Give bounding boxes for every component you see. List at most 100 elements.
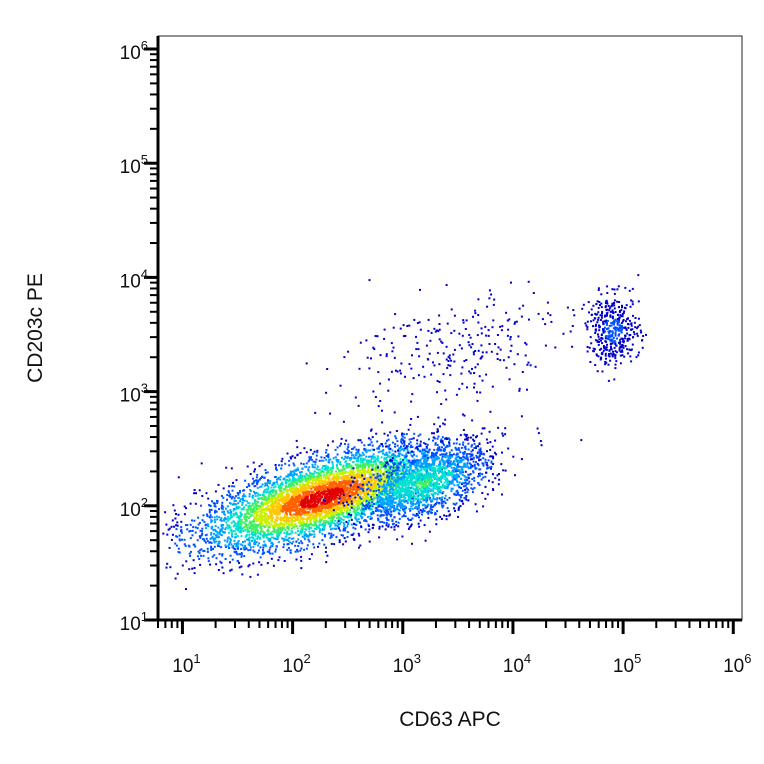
data-point bbox=[344, 471, 347, 473]
data-point bbox=[254, 468, 256, 471]
data-point bbox=[314, 493, 317, 496]
data-point bbox=[296, 517, 299, 520]
data-point bbox=[370, 428, 373, 431]
data-point bbox=[433, 437, 436, 440]
data-point bbox=[414, 492, 417, 495]
data-point bbox=[269, 533, 272, 536]
data-point bbox=[273, 502, 276, 505]
data-point bbox=[302, 489, 305, 492]
data-point bbox=[328, 503, 331, 506]
data-point bbox=[393, 480, 396, 483]
data-point bbox=[340, 521, 343, 523]
data-point bbox=[375, 469, 378, 472]
data-point bbox=[353, 472, 356, 475]
data-point bbox=[388, 444, 391, 447]
data-point bbox=[353, 507, 356, 510]
data-point bbox=[290, 484, 293, 487]
data-point bbox=[238, 531, 241, 534]
data-point bbox=[214, 521, 217, 524]
data-point bbox=[400, 439, 403, 442]
data-point bbox=[338, 513, 341, 516]
data-point bbox=[254, 517, 257, 520]
data-point bbox=[284, 478, 287, 481]
data-point bbox=[406, 445, 409, 448]
data-point bbox=[395, 459, 398, 462]
data-point bbox=[399, 447, 402, 450]
data-point bbox=[329, 519, 332, 522]
data-point bbox=[248, 543, 251, 546]
data-point bbox=[350, 482, 352, 485]
data-point bbox=[308, 533, 311, 535]
data-point bbox=[259, 506, 262, 509]
data-point bbox=[357, 460, 360, 463]
data-point bbox=[304, 528, 307, 531]
data-point bbox=[285, 475, 288, 478]
data-point bbox=[333, 493, 335, 496]
data-point bbox=[338, 495, 341, 498]
data-point bbox=[165, 566, 168, 569]
data-point bbox=[286, 452, 289, 455]
data-point bbox=[232, 520, 235, 523]
data-point bbox=[258, 523, 261, 526]
data-point bbox=[208, 510, 211, 513]
data-point bbox=[309, 485, 311, 487]
data-point bbox=[254, 533, 257, 535]
data-point bbox=[377, 497, 380, 500]
data-point bbox=[410, 418, 413, 420]
data-point bbox=[273, 493, 276, 496]
data-point bbox=[213, 516, 216, 519]
data-point bbox=[299, 477, 302, 480]
data-point bbox=[210, 546, 213, 549]
data-point bbox=[325, 511, 328, 514]
data-point bbox=[315, 497, 318, 500]
data-point bbox=[299, 479, 302, 482]
data-point bbox=[248, 493, 251, 495]
data-point bbox=[291, 520, 294, 523]
data-point bbox=[331, 463, 334, 466]
data-point bbox=[225, 518, 228, 521]
data-point bbox=[302, 482, 305, 485]
data-point bbox=[309, 534, 312, 537]
data-point bbox=[309, 498, 312, 501]
data-point bbox=[461, 471, 464, 474]
data-point bbox=[292, 540, 295, 543]
data-point bbox=[287, 503, 290, 506]
data-point bbox=[255, 527, 258, 530]
data-point bbox=[295, 468, 298, 471]
data-point bbox=[328, 469, 331, 472]
data-point bbox=[228, 524, 231, 527]
data-point bbox=[235, 551, 238, 554]
data-point bbox=[362, 492, 364, 494]
data-point bbox=[310, 493, 313, 496]
data-point bbox=[354, 515, 357, 518]
data-point bbox=[248, 505, 251, 507]
data-point bbox=[247, 517, 250, 519]
data-point bbox=[234, 527, 237, 530]
data-point bbox=[267, 508, 269, 511]
data-point bbox=[267, 538, 270, 541]
data-point bbox=[243, 499, 246, 502]
data-point bbox=[361, 451, 364, 454]
data-point bbox=[422, 453, 425, 456]
data-point bbox=[388, 465, 391, 468]
data-point bbox=[252, 477, 254, 480]
data-point bbox=[318, 490, 321, 493]
data-point bbox=[355, 523, 358, 526]
data-point bbox=[318, 516, 321, 519]
data-point bbox=[162, 532, 165, 535]
data-point bbox=[370, 479, 373, 482]
data-point bbox=[314, 483, 317, 486]
data-point bbox=[402, 445, 405, 447]
data-point bbox=[436, 430, 439, 433]
data-point bbox=[312, 481, 315, 484]
data-point bbox=[275, 507, 278, 510]
data-point bbox=[383, 461, 386, 464]
data-point bbox=[211, 519, 214, 522]
data-point bbox=[307, 490, 309, 493]
data-point bbox=[368, 508, 371, 511]
data-point bbox=[252, 525, 255, 527]
data-point bbox=[304, 480, 307, 483]
data-point bbox=[286, 548, 289, 551]
data-point bbox=[243, 522, 246, 525]
data-point bbox=[220, 517, 223, 520]
